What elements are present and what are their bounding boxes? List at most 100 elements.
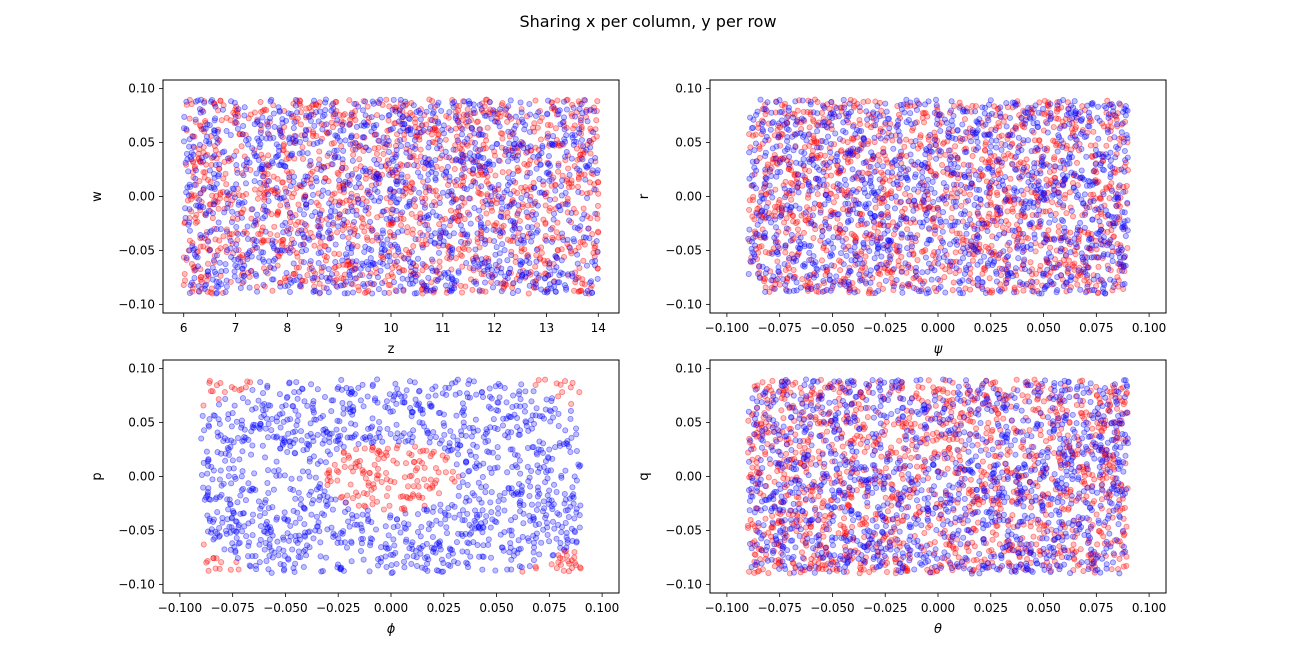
scatter-point-red [478,190,485,197]
scatter-point-red [299,155,306,162]
scatter-point-red [776,197,783,204]
scatter-point-red [500,285,507,292]
scatter-point-red [574,183,581,190]
scatter-point-red [840,167,847,174]
scatter-point-red [253,221,260,228]
scatter-point-red [878,213,885,220]
scatter-point-blue [187,184,194,191]
scatter-point-blue [334,283,341,290]
scatter-point-red [409,230,416,237]
figure-title: Sharing x per column, y per row [519,12,776,31]
scatter-point-red [499,135,506,142]
scatter-point-red [332,264,339,271]
scatter-point-blue [448,274,455,281]
scatter-point-blue [528,238,535,245]
scatter-point-blue [374,170,381,177]
scatter-point-blue [182,214,189,221]
scatter-point-blue [533,270,540,277]
scatter-point-red [799,276,806,283]
scatter-point-blue [275,152,282,159]
scatter-point-blue [213,278,220,285]
scatter-point-blue [1060,218,1067,225]
scatter-point-red [785,165,792,172]
scatter-point-red [1098,237,1105,244]
scatter-point-red [296,100,303,107]
scatter-point-blue [378,249,385,256]
scatter-point-red [303,105,310,112]
scatter-point-red [251,109,258,116]
scatter-point-red [577,142,584,149]
scatter-point-red [459,166,466,173]
scatter-point-red [578,126,585,133]
scatter-point-red [415,236,422,243]
scatter-point-blue [419,260,426,267]
scatter-point-red [996,133,1003,140]
scatter-point-red [909,127,916,134]
scatter-point-red [239,192,246,199]
scatter-point-red [483,178,490,185]
scatter-point-red [986,248,993,255]
scatter-point-red [195,155,202,162]
scatter-point-blue [434,118,441,125]
scatter-point-blue [772,155,779,162]
scatter-point-red [1059,276,1066,283]
scatter-point-blue [320,187,327,194]
scatter-point-red [454,217,461,224]
scatter-point-red [885,129,892,136]
scatter-point-blue [375,137,382,144]
scatter-point-blue [377,234,384,241]
scatter-point-blue [254,135,261,142]
scatter-point-red [746,206,753,213]
scatter-point-blue [368,128,375,135]
scatter-point-blue [335,223,342,230]
scatter-point-red [993,210,1000,217]
scatter-point-blue [1045,250,1052,257]
scatter-point-red [208,161,215,168]
scatter-point-blue [290,260,297,267]
scatter-point-red [184,197,191,204]
scatter-point-blue [483,169,490,176]
scatter-point-red [504,118,511,125]
scatter-point-blue [342,178,349,185]
scatter-point-blue [497,213,504,220]
scatter-point-blue [556,203,563,210]
scatter-point-blue [479,131,486,138]
scatter-point-blue [405,126,412,133]
scatter-point-blue [367,279,374,286]
scatter-point-blue [514,240,521,247]
scatter-point-blue [424,177,431,184]
scatter-point-red [847,96,854,103]
scatter-point-blue [797,234,804,241]
scatter-point-blue [516,141,523,148]
scatter-point-red [284,168,291,175]
scatter-point-red [1000,118,1007,125]
scatter-point-blue [369,290,376,297]
scatter-point-blue [440,242,447,249]
scatter-point-red [476,266,483,273]
scatter-point-blue [358,122,365,129]
scatter-point-red [1106,238,1113,245]
scatter-point-blue [397,128,404,135]
scatter-point-blue [356,173,363,180]
scatter-point-blue [577,117,584,124]
scatter-point-red [391,104,398,111]
scatter-point-red [260,237,267,244]
scatter-point-red [1018,208,1025,215]
scatter-point-blue [375,198,382,205]
scatter-point-blue [299,149,306,156]
scatter-point-blue [362,121,369,128]
scatter-point-red [811,96,818,103]
scatter-point-red [502,281,509,288]
scatter-point-red [578,124,585,131]
scatter-point-red [389,273,396,280]
scatter-point-red [336,214,343,221]
scatter-point-red [961,116,968,123]
scatter-point-red [242,132,249,139]
scatter-point-blue [287,276,294,283]
scatter-point-blue [206,138,213,145]
scatter-point-red [530,179,537,186]
scatter-point-blue [964,244,971,251]
scatter-point-red [1116,141,1123,148]
scatter-point-blue [519,119,526,126]
scatter-point-red [348,260,355,267]
